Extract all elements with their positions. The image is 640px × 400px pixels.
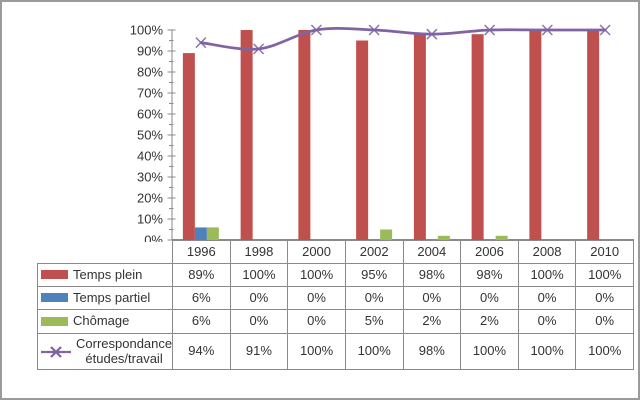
x-marker-icon — [195, 37, 207, 49]
temps-partiel-row: Temps partiel 6% 0% 0% 0% 0% 0% 0% 0% — [37, 286, 634, 310]
temps-plein-bar — [413, 34, 426, 241]
chomage-row: Chômage 6% 0% 0% 5% 2% 2% 0% 0% — [37, 309, 634, 334]
correspondance-etudes-travail-value-cell: 94% — [172, 333, 231, 370]
temps-plein-bar — [587, 30, 600, 240]
x-marker-icon — [253, 43, 265, 55]
chomage-value-cell: 2% — [460, 309, 519, 334]
chomage-value-cell: 5% — [344, 309, 404, 334]
temps-plein-bar — [240, 30, 253, 240]
correspondance-etudes-travail-value-cell: 100% — [517, 333, 577, 370]
temps-partiel-legend-key: Temps partiel — [39, 289, 172, 306]
temps-plein-label-cell: Temps plein — [37, 263, 173, 287]
correspondance-etudes-travail-line — [199, 27, 607, 51]
y-axis-label: 30% — [137, 170, 163, 185]
table-corner-cell — [38, 241, 173, 264]
chomage-value-cell: 0% — [229, 309, 289, 334]
y-axis-label: 60% — [137, 107, 163, 122]
chart-data-table: 1996 1998 2000 2002 2004 2006 2008 2010 Temps pl… — [37, 240, 634, 370]
temps-partiel-value-cell: 0% — [402, 286, 462, 310]
chomage-bar — [206, 227, 219, 240]
correspondance-etudes-travail-value-cell: 98% — [402, 333, 462, 370]
x-marker-icon — [541, 24, 553, 36]
temps-plein-value-cell: 98% — [402, 263, 462, 287]
temps-plein-bar — [356, 40, 369, 240]
chomage-bar — [380, 229, 393, 240]
year-header-cell: 2008 — [517, 240, 577, 264]
temps-plein-value-cell: 95% — [344, 263, 404, 287]
temps-plein-row: Temps plein 89% 100% 100% 95% 98% 98% 100% 100% — [37, 263, 634, 287]
y-axis-label: 10% — [137, 212, 163, 227]
x-marker-icon — [484, 24, 496, 36]
correspondance-etudes-travail-legend-key: Correspondance études/travail — [39, 335, 173, 366]
temps-plein-value-cell: 100% — [517, 263, 577, 287]
temps-partiel-value-cell: 0% — [344, 286, 404, 310]
x-marker-icon — [599, 24, 611, 36]
chomage-legend-swatch-icon — [41, 316, 68, 326]
chomage-bar — [437, 235, 450, 240]
chomage-value-cell: 0% — [517, 309, 577, 334]
temps-plein-value-cell: 100% — [229, 263, 289, 287]
correspondance-etudes-travail-label-cell: Correspondance études/travail — [37, 333, 173, 370]
y-axis-label: 40% — [137, 149, 163, 164]
chomage-value-cell: 2% — [402, 309, 462, 334]
year-header-row: 1996 1998 2000 2002 2004 2006 2008 2010 — [38, 240, 634, 264]
temps-plein-bar — [529, 30, 542, 240]
correspondance-etudes-travail-value-cell: 100% — [344, 333, 404, 370]
y-axis-label: 50% — [137, 128, 163, 143]
temps-plein-series-name: Temps plein — [73, 266, 143, 282]
temps-plein-bar — [182, 53, 195, 240]
correspondance-etudes-travail-legend-line-marker-icon — [41, 345, 71, 358]
chomage-value-cell: 0% — [575, 309, 634, 334]
y-axis-label: 90% — [137, 44, 163, 59]
x-marker-icon — [426, 28, 438, 40]
temps-partiel-value-cell: 0% — [229, 286, 289, 310]
temps-plein-legend-key: Temps plein — [39, 266, 172, 283]
temps-plein-bar — [471, 34, 484, 241]
temps-partiel-value-cell: 6% — [172, 286, 231, 310]
temps-partiel-value-cell: 0% — [460, 286, 519, 310]
y-axis-label: 0% — [144, 233, 163, 243]
temps-plein-value-cell: 98% — [460, 263, 519, 287]
temps-partiel-value-cell: 0% — [575, 286, 634, 310]
temps-plein-legend-swatch-icon — [41, 270, 68, 280]
correspondance-etudes-travail-value-cell: 91% — [229, 333, 289, 370]
temps-partiel-value-cell: 0% — [287, 286, 346, 310]
chomage-value-cell: 0% — [287, 309, 346, 334]
year-header-cell: 1998 — [229, 240, 289, 264]
year-header-cell: 1996 — [172, 240, 231, 264]
y-axis-label: 20% — [137, 191, 163, 206]
temps-partiel-series-name: Temps partiel — [73, 289, 151, 305]
correspondance-etudes-travail-value-cell: 100% — [575, 333, 634, 370]
year-header-cell: 2004 — [402, 240, 462, 264]
year-header-cell: 2002 — [344, 240, 404, 264]
correspondance-etudes-travail-row: Correspondance études/travail 94% 91% 100% 10… — [37, 333, 634, 370]
year-header-cell: 2000 — [287, 240, 346, 264]
temps-plein-bar — [298, 30, 311, 240]
chomage-legend-key: Chômage — [39, 313, 172, 329]
temps-plein-value-cell: 100% — [287, 263, 346, 287]
x-marker-icon — [310, 24, 322, 36]
chomage-label-cell: Chômage — [37, 309, 173, 334]
temps-partiel-value-cell: 0% — [517, 286, 577, 310]
correspondance-etudes-travail-value-cell: 100% — [287, 333, 346, 370]
chomage-series-name: Chômage — [73, 313, 130, 329]
y-axis-label: 70% — [137, 86, 163, 101]
temps-plein-value-cell: 89% — [172, 263, 231, 287]
y-axis-label: 80% — [137, 65, 163, 80]
year-header-cell: 2006 — [460, 240, 519, 264]
data-table-body: 1996 1998 2000 2002 2004 2006 2008 2010 Temps pl… — [37, 240, 634, 370]
temps-partiel-legend-swatch-icon — [41, 293, 68, 303]
temps-plein-value-cell: 100% — [575, 263, 634, 287]
combo-chart-plot: 0% 10% 20% 30% 40% 50% 60% 70% 80% 90% 100% — [130, 23, 634, 243]
temps-partiel-bar — [194, 227, 207, 240]
year-header-cell: 2010 — [575, 240, 634, 264]
chomage-value-cell: 6% — [172, 309, 231, 334]
correspondance-etudes-travail-series-name: Correspondance études/travail — [76, 335, 173, 366]
x-marker-icon — [368, 24, 380, 36]
y-axis-label: 100% — [130, 23, 164, 38]
temps-partiel-label-cell: Temps partiel — [37, 286, 173, 310]
chomage-bar — [495, 235, 508, 240]
correspondance-etudes-travail-value-cell: 100% — [460, 333, 519, 370]
